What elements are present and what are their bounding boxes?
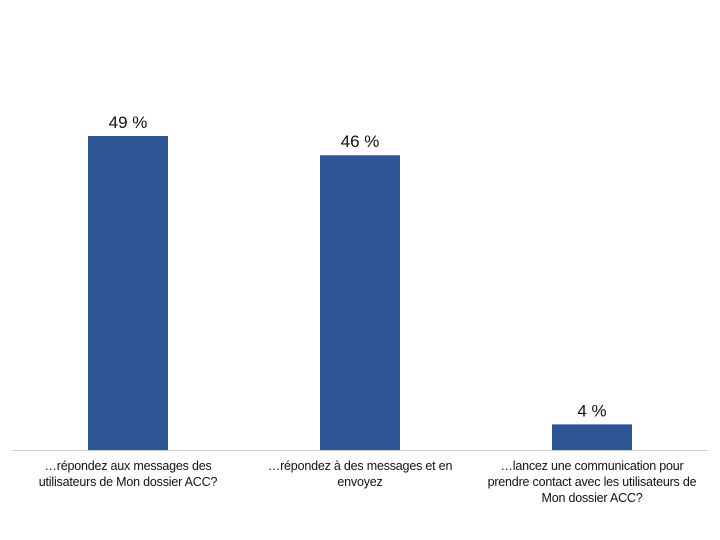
category-label: …répondez à des messages et en envoyez bbox=[267, 459, 453, 489]
bar bbox=[320, 155, 400, 450]
data-label: 46 % bbox=[341, 132, 380, 151]
bar bbox=[88, 136, 168, 450]
bar bbox=[552, 424, 632, 450]
category-label: …répondez aux messages des utilisateurs … bbox=[38, 459, 218, 489]
data-label: 49 % bbox=[109, 113, 148, 132]
data-label: 4 % bbox=[577, 401, 606, 420]
category-label: …lancez une communication pour prendre c… bbox=[487, 459, 697, 505]
